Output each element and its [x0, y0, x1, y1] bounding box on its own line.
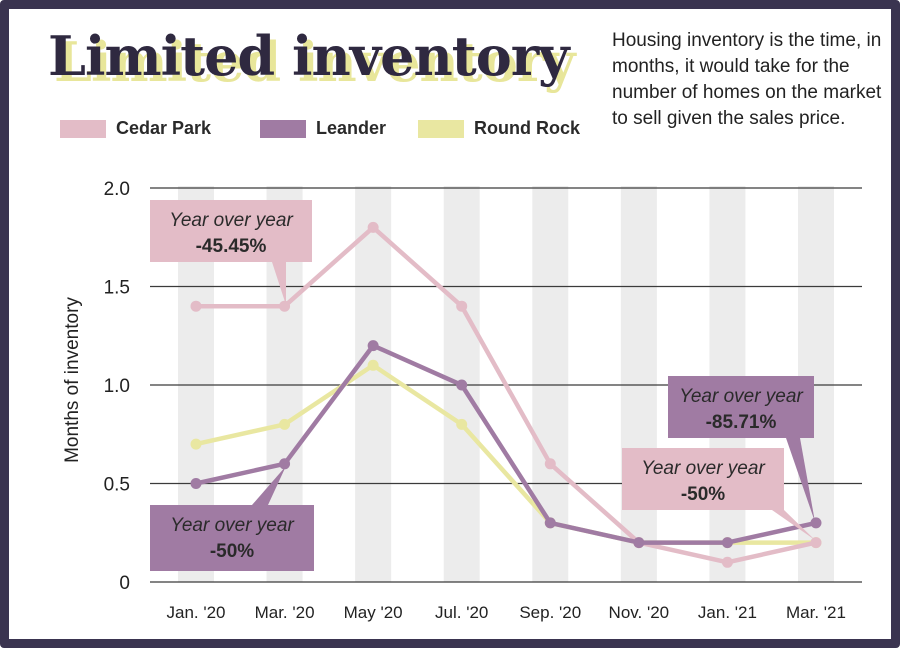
series-line-cedar-park — [196, 225, 817, 565]
x-tick-label: Mar. '20 — [255, 603, 315, 622]
data-point-leander — [190, 478, 202, 489]
legend-label-leander: Leander — [316, 118, 387, 138]
chart-description: Housing inventory is the time, in months… — [612, 30, 882, 129]
callout-text: Year over year — [170, 515, 294, 536]
data-point-leander — [544, 517, 556, 529]
legend-label-round-rock: Round Rock — [474, 118, 580, 138]
chart-title: Limited inventory — [48, 24, 570, 88]
y-axis-label: Months of inventory — [62, 297, 83, 463]
data-point-cedar-park — [456, 300, 468, 312]
grid-band — [532, 186, 569, 582]
data-point-cedar-park — [190, 300, 202, 312]
title-shadow: Limited inventory — [54, 30, 576, 94]
callout-text: Year over year — [641, 458, 765, 479]
data-point-leander — [633, 537, 645, 549]
legend-label-cedar-park: Cedar Park — [116, 118, 212, 138]
callout-box — [622, 448, 784, 510]
x-tick-label: Jan. '20 — [166, 603, 225, 622]
x-tick-label: Sep. '20 — [519, 603, 581, 622]
callout-value: -50% — [210, 541, 254, 562]
callout-pointer — [786, 438, 815, 522]
y-tick-label: 1.5 — [104, 278, 130, 299]
grid-band — [355, 186, 392, 582]
callout-text: Year over year — [169, 210, 293, 231]
data-point-cedar-park — [367, 221, 379, 233]
legend-swatch-round-rock — [418, 120, 464, 138]
data-point-leander — [456, 379, 468, 391]
data-point-leander — [367, 340, 379, 352]
y-tick-label: 2.0 — [104, 179, 130, 200]
callout-value: -45.45% — [196, 236, 267, 257]
data-point-round-rock — [279, 418, 291, 430]
grid-band — [620, 186, 657, 582]
callout-value: -50% — [681, 484, 725, 505]
data-point-round-rock — [367, 359, 379, 371]
data-point-cedar-park — [721, 556, 733, 568]
x-tick-label: Mar. '21 — [786, 603, 846, 622]
callout-box — [150, 505, 314, 571]
callout-pointer — [772, 510, 815, 540]
legend-swatch-leander — [260, 120, 306, 138]
callout-pointer — [272, 262, 286, 305]
callout-box — [668, 376, 814, 438]
callout-value: -85.71% — [706, 412, 777, 433]
x-tick-label: Jan. '21 — [698, 603, 757, 622]
callout-text: Year over year — [679, 386, 803, 407]
series-line-leander — [195, 343, 817, 545]
data-point-round-rock — [190, 438, 202, 450]
data-point-cedar-park — [279, 300, 291, 312]
y-tick-label: 1.0 — [104, 376, 130, 397]
data-point-cedar-park — [810, 537, 822, 549]
data-point-leander — [810, 517, 822, 529]
data-point-round-rock — [456, 418, 468, 430]
y-tick-label: 0 — [119, 573, 130, 594]
legend-swatch-cedar-park — [60, 120, 106, 138]
data-point-leander — [721, 537, 733, 549]
data-point-leander — [279, 458, 291, 470]
x-tick-label: Jul. '20 — [435, 603, 488, 622]
y-tick-label: 0.5 — [104, 475, 130, 496]
data-point-cedar-park — [544, 458, 556, 470]
callout-pointer — [252, 466, 286, 505]
callout-box — [150, 200, 312, 262]
x-tick-label: May '20 — [344, 603, 403, 622]
x-tick-label: Nov. '20 — [609, 603, 670, 622]
